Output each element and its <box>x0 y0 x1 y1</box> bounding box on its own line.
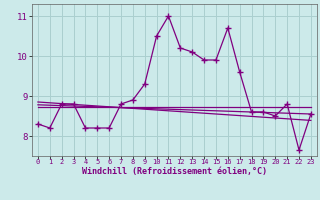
X-axis label: Windchill (Refroidissement éolien,°C): Windchill (Refroidissement éolien,°C) <box>82 167 267 176</box>
